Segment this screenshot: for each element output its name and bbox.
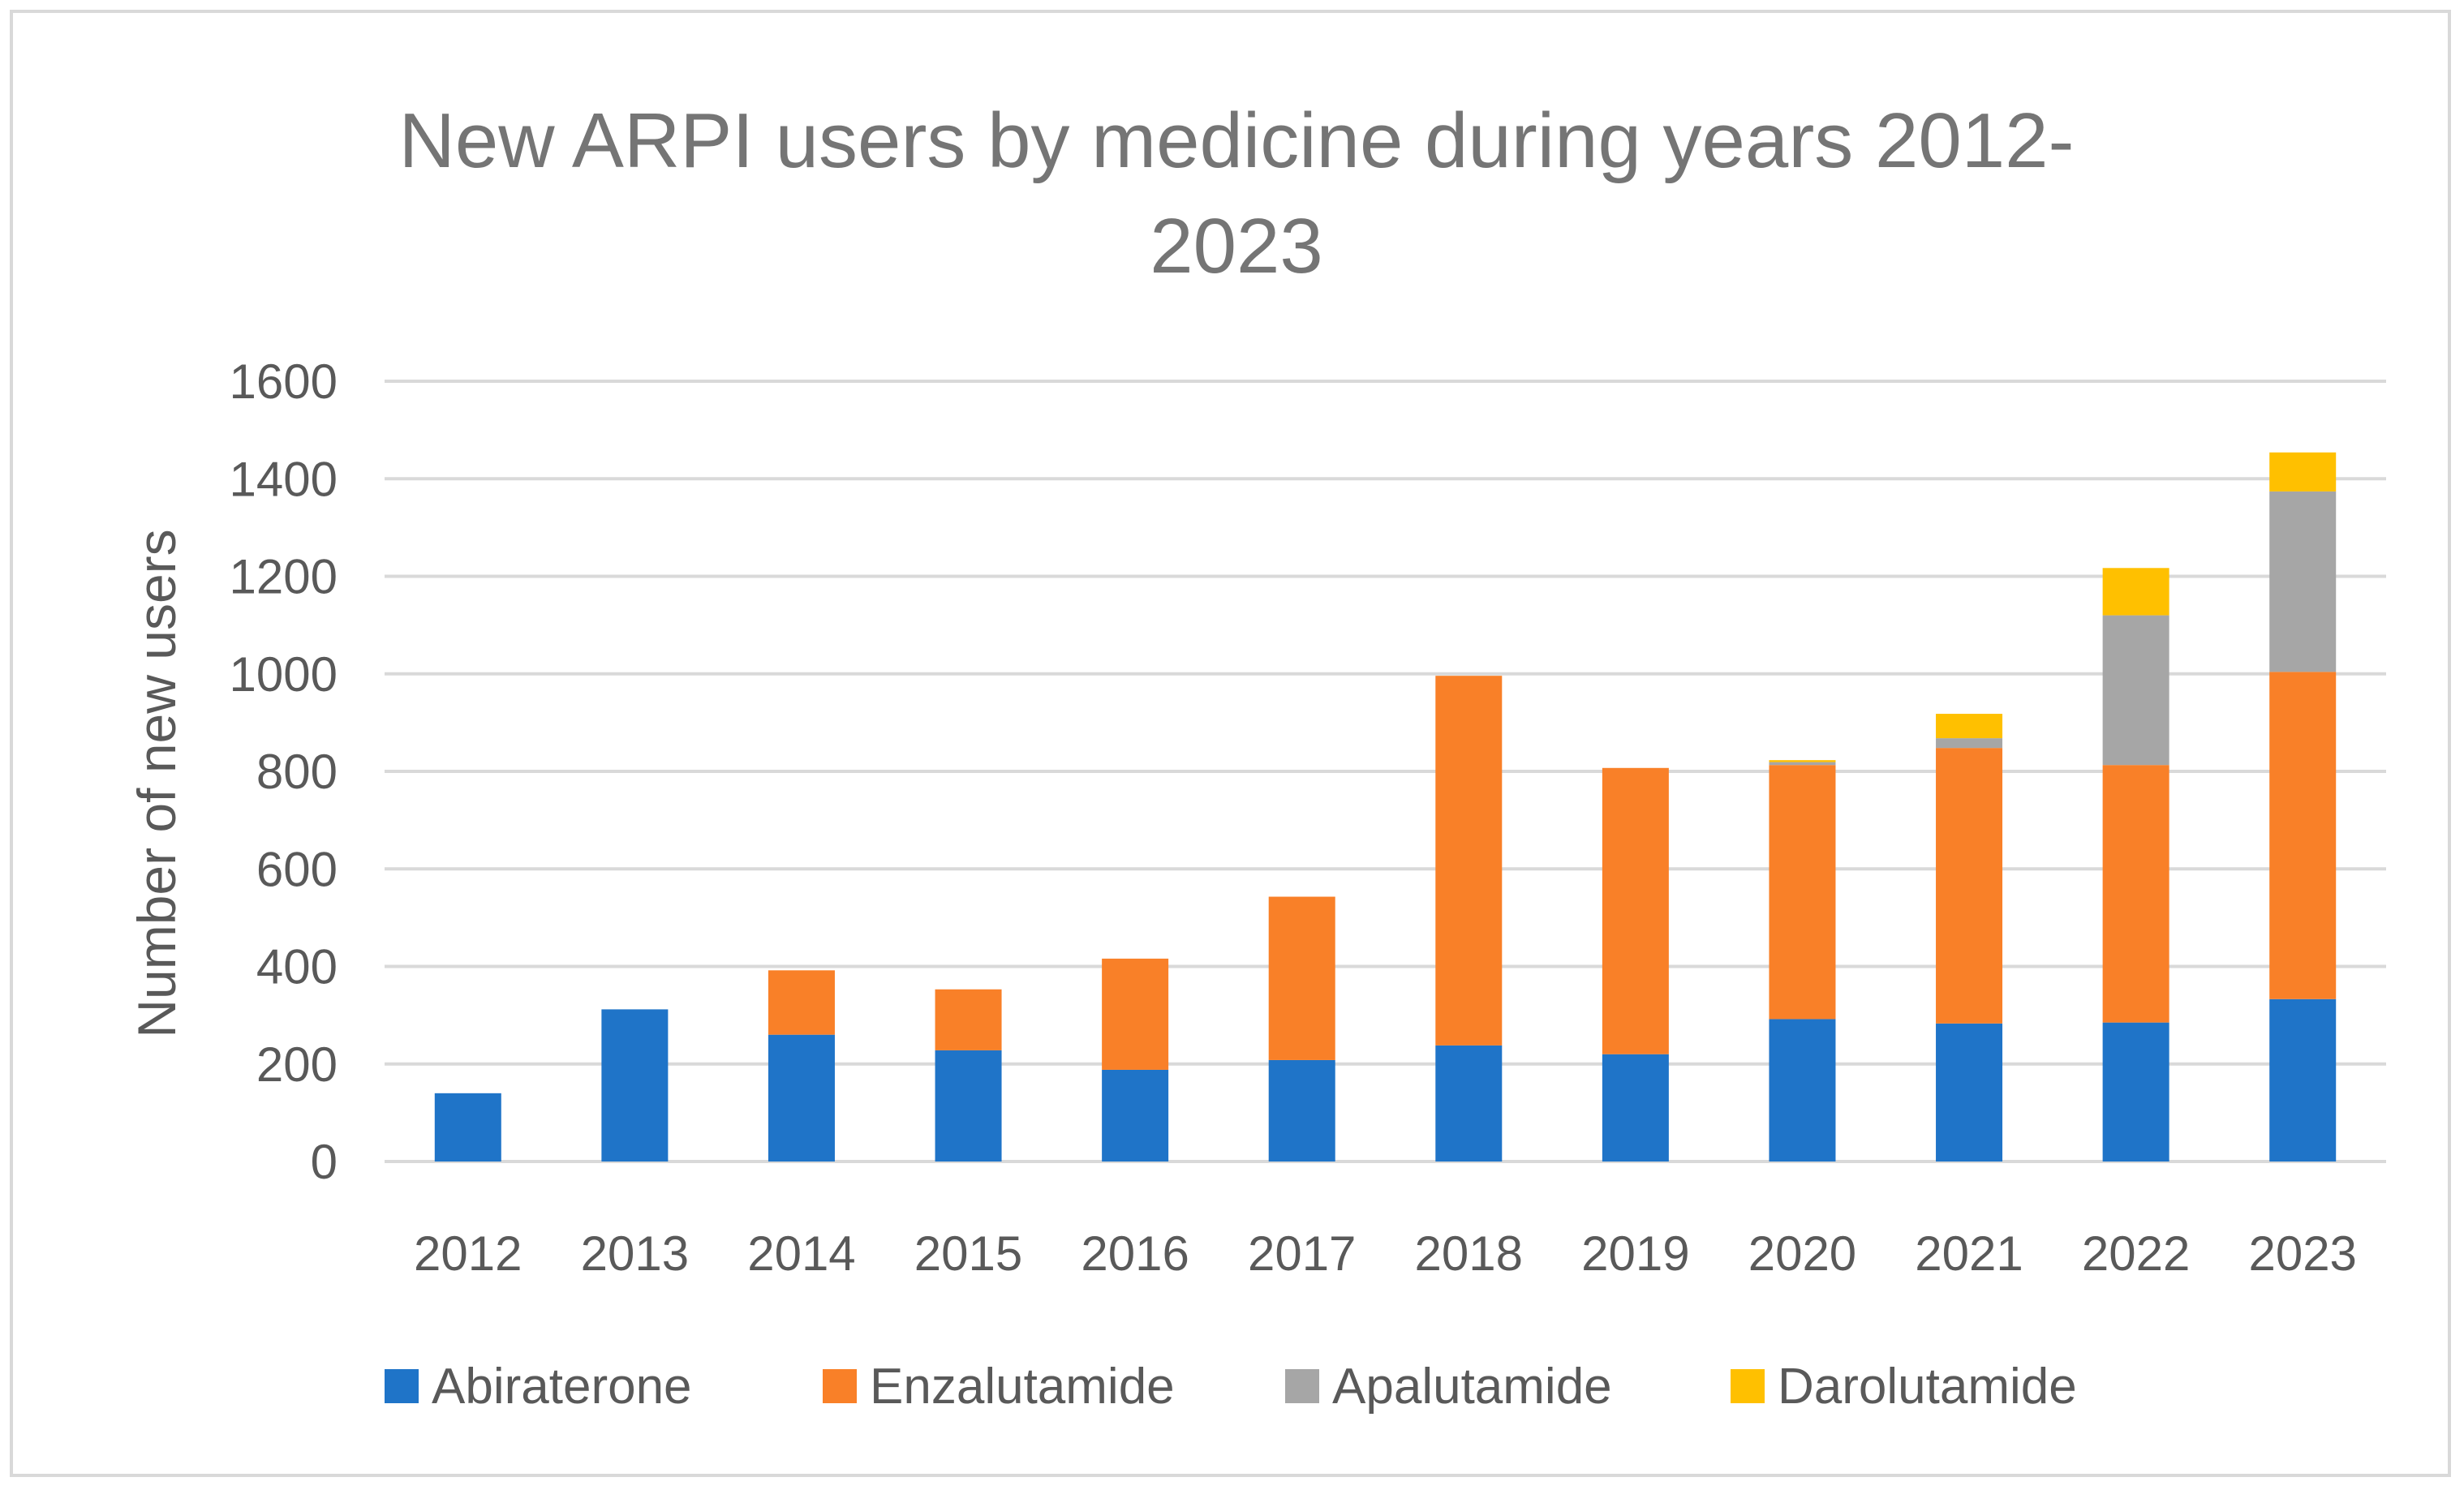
bar-enzalutamide-2016 [1102,958,1169,1070]
chart-frame: New ARPI users by medicine during years … [10,10,2451,1477]
x-tick-label: 2015 [914,1226,1022,1281]
x-tick-label: 2019 [1581,1226,1689,1281]
bar-darolutamide-2023 [2269,452,2337,492]
legend-swatch-abiraterone [385,1369,419,1403]
y-tick-label: 1400 [230,452,338,506]
chart-title-line-1: New ARPI users by medicine during years … [399,97,2075,184]
bar-enzalutamide-2018 [1435,676,1503,1046]
bar-abiraterone-2022 [2102,1022,2169,1162]
bar-abiraterone-2017 [1268,1059,1335,1162]
bar-abiraterone-2013 [601,1009,669,1162]
bar-abiraterone-2023 [2269,998,2337,1162]
x-tick-label: 2022 [2082,1226,2190,1281]
bar-enzalutamide-2021 [1936,748,2003,1024]
y-tick-label: 1000 [230,647,338,702]
x-tick-label: 2020 [1748,1226,1856,1281]
x-tick-label: 2021 [1915,1226,2023,1281]
bar-apalutamide-2021 [1936,738,2003,749]
bar-enzalutamide-2019 [1602,767,1669,1054]
y-tick-label: 0 [311,1135,338,1189]
x-tick-label: 2018 [1415,1226,1523,1281]
x-tick-label: 2023 [2248,1226,2356,1281]
y-axis-title: Number of new users [127,529,187,1037]
bar-abiraterone-2016 [1102,1069,1169,1162]
legend-swatch-enzalutamide [823,1369,857,1403]
bar-abiraterone-2014 [768,1034,835,1162]
bar-abiraterone-2015 [935,1050,1002,1162]
bar-abiraterone-2020 [1769,1019,1836,1162]
bar-abiraterone-2019 [1602,1054,1669,1162]
bar-enzalutamide-2020 [1769,765,1836,1020]
y-tick-label: 200 [256,1037,338,1092]
y-tick-label: 600 [256,842,338,896]
bar-apalutamide-2020 [1769,762,1836,766]
bar-enzalutamide-2015 [935,989,1002,1050]
x-tick-label: 2016 [1081,1226,1189,1281]
x-tick-label: 2013 [581,1226,689,1281]
legend-label-apalutamide: Apalutamide [1332,1359,1612,1415]
legend-label-abiraterone: Abiraterone [432,1359,692,1415]
legend-label-darolutamide: Darolutamide [1778,1359,2077,1415]
x-tick-label: 2014 [747,1226,855,1281]
bar-darolutamide-2022 [2102,568,2169,616]
chart-title: New ARPI users by medicine during years … [399,97,2075,290]
y-tick-label: 1600 [230,354,338,409]
x-tick-label: 2012 [414,1226,522,1281]
legend-label-enzalutamide: Enzalutamide [870,1359,1175,1415]
bar-enzalutamide-2017 [1268,896,1335,1060]
legend-swatch-darolutamide [1731,1369,1765,1403]
bar-abiraterone-2021 [1936,1023,2003,1162]
x-tick-label: 2017 [1248,1226,1356,1281]
bar-enzalutamide-2023 [2269,672,2337,999]
bar-enzalutamide-2022 [2102,765,2169,1023]
y-axis-tick-labels: 0 200 400 600 800 1000 1200 1400 1600 [230,354,338,1189]
legend: Abiraterone Enzalutamide Apalutamide Darolu… [385,1359,2077,1415]
legend-swatch-apalutamide [1285,1369,1319,1403]
y-tick-label: 1200 [230,550,338,604]
stacked-bar-chart: New ARPI users by medicine during years … [127,97,2386,1415]
y-tick-label: 800 [256,745,338,799]
bar-abiraterone-2012 [434,1093,501,1162]
bar-darolutamide-2020 [1769,760,1836,762]
bar-apalutamide-2022 [2102,615,2169,766]
bar-apalutamide-2023 [2269,491,2337,672]
bar-darolutamide-2021 [1936,714,2003,739]
x-axis-tick-labels: 2012 2013 2014 2015 2016 2017 2018 2019 2020 2021… [414,1226,2357,1281]
gridlines [385,380,2386,1163]
bar-abiraterone-2018 [1435,1045,1503,1162]
bars [434,452,2337,1162]
bar-enzalutamide-2014 [768,970,835,1035]
chart-title-line-2: 2023 [1150,203,1323,290]
y-tick-label: 400 [256,940,338,994]
